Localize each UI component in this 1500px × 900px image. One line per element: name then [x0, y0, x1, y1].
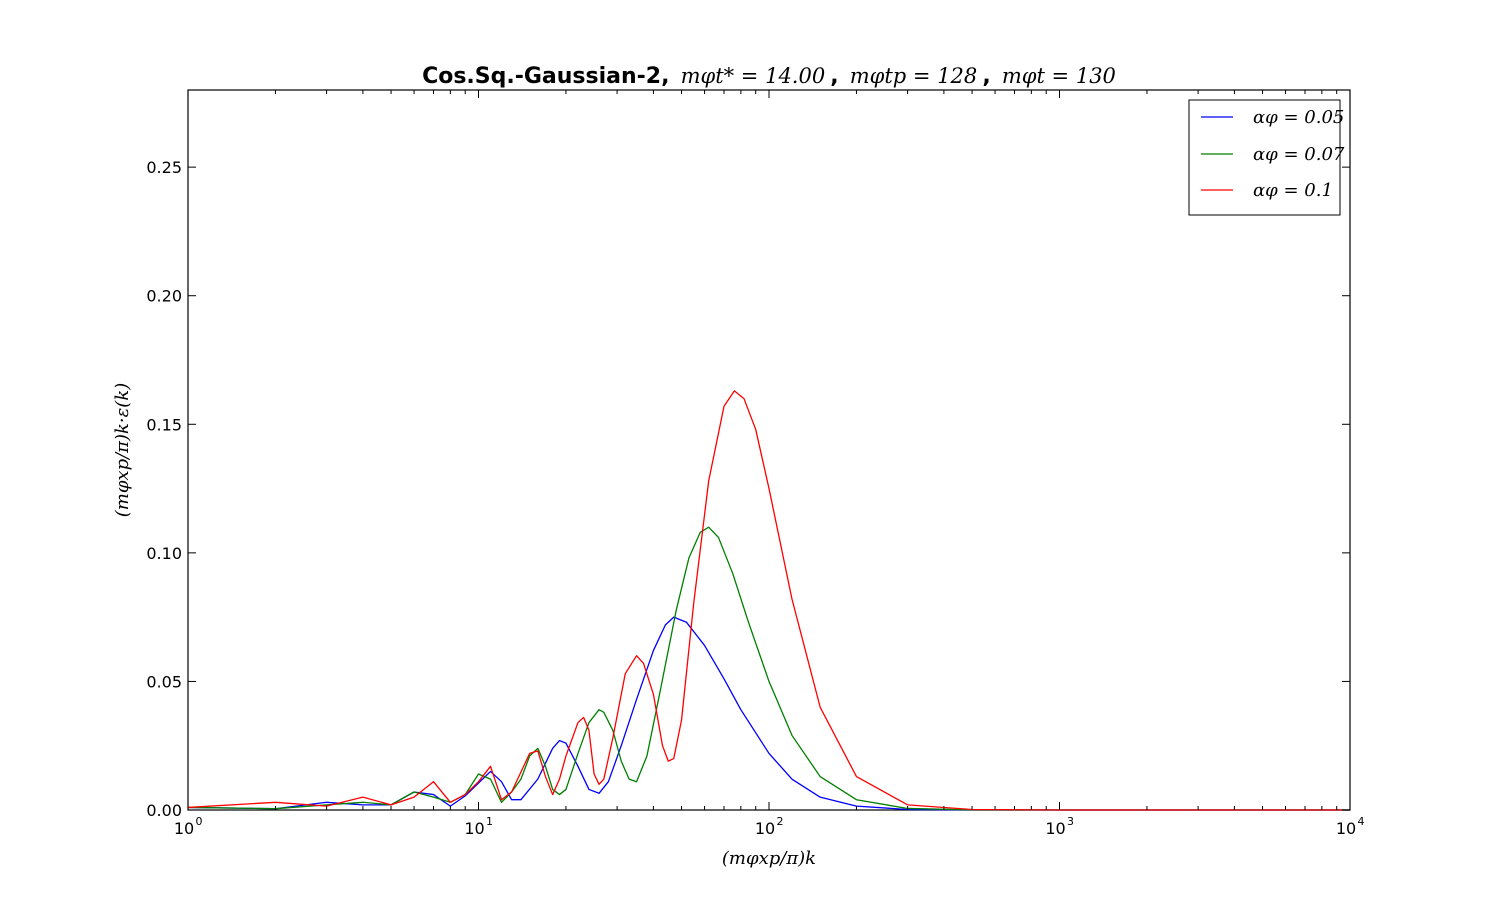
legend: αφ = 0.05 αφ = 0.07 αφ = 0.1 [1188, 99, 1345, 216]
legend-label-series-2: αφ = 0.07 [1253, 144, 1345, 165]
chart-title-param-1: mφt* = 14.00 [681, 64, 826, 88]
x-tick-label: 10 [174, 819, 194, 838]
x-tick-exponent: 0 [196, 815, 203, 828]
legend-box [1188, 99, 1341, 216]
series-line-1 [187, 616, 1350, 811]
x-tick-exponent: 4 [1358, 815, 1365, 828]
y-tick-label: 0.00 [146, 801, 182, 820]
series-lines [187, 390, 1350, 811]
x-tick-exponent: 3 [1067, 815, 1074, 828]
x-axis-label: (mφxp/π)k [722, 848, 816, 869]
x-tick-label: 10 [464, 819, 484, 838]
y-tick-label: 0.25 [146, 158, 182, 177]
chart-title-bold: Cos.Sq.-Gaussian-2, [422, 64, 669, 89]
chart-title-param-3: mφt = 130 [1002, 64, 1116, 88]
y-tick-label: 0.20 [146, 287, 182, 306]
chart-title-param-2: mφtp = 128 [850, 64, 978, 88]
x-tick-exponent: 1 [486, 815, 493, 828]
x-tick-label: 10 [1336, 819, 1356, 838]
y-axis-label: (mφxp/π)k·ε(k) [112, 383, 133, 518]
y-tick-label: 0.05 [146, 672, 182, 691]
x-tick-label: 10 [755, 819, 775, 838]
y-tick-label: 0.10 [146, 544, 182, 563]
y-axis-ticks: 0.00 0.05 0.10 0.15 0.20 0.25 [146, 158, 1350, 820]
chart-title-sep-2: , [982, 64, 990, 89]
x-axis-ticks: 10 0 10 1 10 2 10 3 10 4 [174, 90, 1365, 838]
plot-area [187, 89, 1351, 811]
x-tick-exponent: 2 [777, 815, 784, 828]
chart-title: Cos.Sq.-Gaussian-2, mφt* = 14.00 , mφtp … [422, 64, 1116, 89]
y-tick-label: 0.15 [146, 415, 182, 434]
series-line-3 [187, 390, 1350, 811]
chart-title-sep-1: , [830, 64, 838, 89]
legend-label-series-1: αφ = 0.05 [1253, 107, 1344, 128]
x-tick-label: 10 [1045, 819, 1065, 838]
legend-label-series-3: αφ = 0.1 [1253, 180, 1333, 201]
